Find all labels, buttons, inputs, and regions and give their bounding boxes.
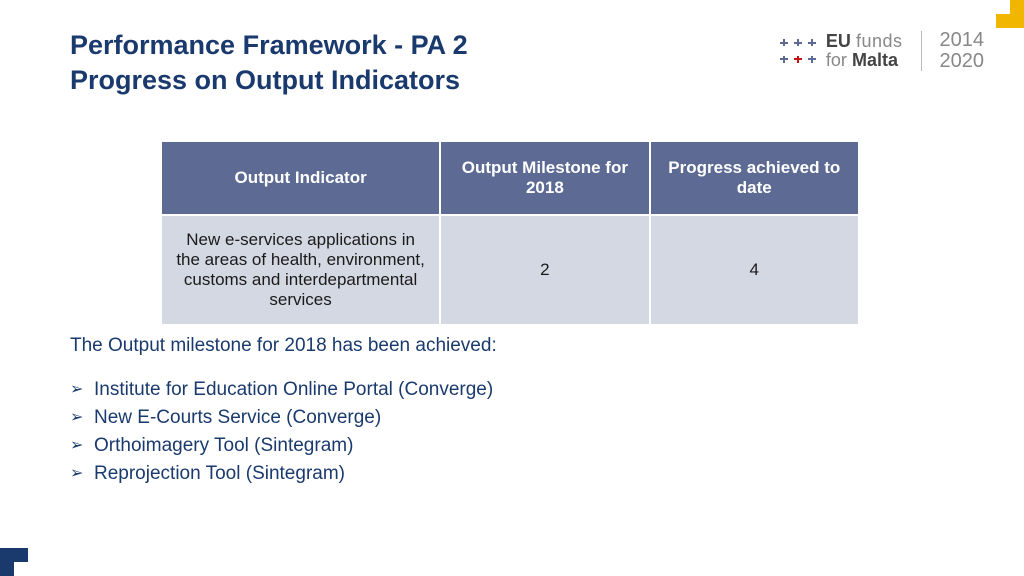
eu-funds-icon — [780, 36, 816, 66]
list-item: Reprojection Tool (Sintegram) — [70, 463, 497, 485]
table-row: New e-services applications in the areas… — [161, 215, 859, 325]
table-cell-indicator: New e-services applications in the areas… — [161, 215, 440, 325]
list-item: Institute for Education Online Portal (C… — [70, 379, 497, 401]
logo-malta-text: Malta — [852, 50, 898, 70]
list-item: New E-Courts Service (Converge) — [70, 407, 497, 429]
table-header-indicator: Output Indicator — [161, 141, 440, 215]
body-text: The Output milestone for 2018 has been a… — [70, 335, 497, 491]
logo-year-end: 2020 — [940, 51, 985, 72]
logo-funds-text: funds — [856, 31, 903, 51]
table-cell-progress: 4 — [650, 215, 859, 325]
table-cell-milestone: 2 — [440, 215, 649, 325]
logo-eu-text: EU — [826, 31, 851, 51]
achievement-list: Institute for Education Online Portal (C… — [70, 379, 497, 485]
list-item: Orthoimagery Tool (Sintegram) — [70, 435, 497, 457]
title-line-2: Progress on Output Indicators — [70, 63, 468, 98]
logo-text: EU funds for Malta — [826, 32, 903, 70]
corner-decoration-bottom-left — [0, 548, 28, 576]
eu-funds-logo: EU funds for Malta 2014 2020 — [780, 30, 984, 72]
header: Performance Framework - PA 2 Progress on… — [70, 28, 984, 98]
table-header-progress: Progress achieved to date — [650, 141, 859, 215]
logo-for-text: for — [826, 50, 847, 70]
corner-decoration-top-right — [996, 0, 1024, 28]
indicators-table: Output Indicator Output Milestone for 20… — [160, 140, 860, 326]
logo-year-start: 2014 — [940, 30, 985, 51]
logo-divider — [921, 31, 922, 71]
title-line-1: Performance Framework - PA 2 — [70, 28, 468, 63]
table-header-milestone: Output Milestone for 2018 — [440, 141, 649, 215]
page-title: Performance Framework - PA 2 Progress on… — [70, 28, 468, 98]
table-header-row: Output Indicator Output Milestone for 20… — [161, 141, 859, 215]
body-intro: The Output milestone for 2018 has been a… — [70, 335, 497, 357]
logo-years: 2014 2020 — [940, 30, 985, 72]
